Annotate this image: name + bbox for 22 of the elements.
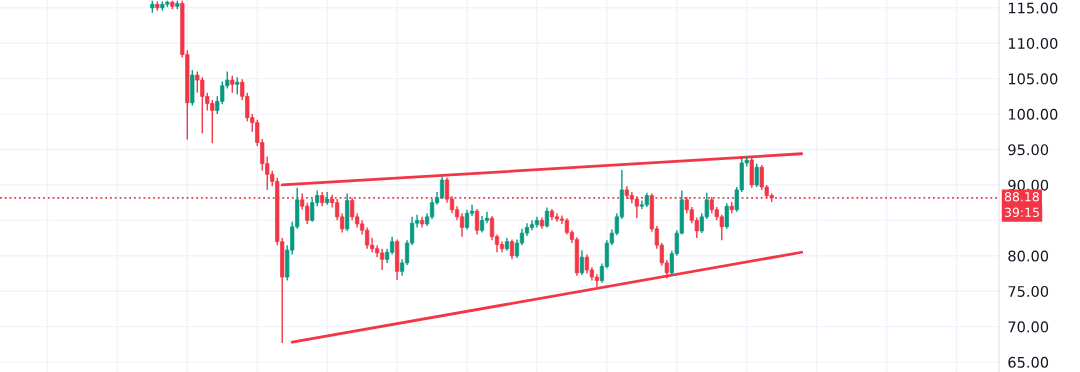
- candlestick: [464, 209, 470, 231]
- y-tick-label: 105.00: [1008, 73, 1058, 85]
- ref-line-label: 88.18: [1004, 192, 1039, 202]
- candlestick: [509, 238, 515, 261]
- candlestick: [754, 162, 759, 188]
- candlestick: [459, 212, 465, 238]
- y-tick-label: 90.00: [1008, 179, 1049, 191]
- candlestick: [474, 208, 480, 236]
- text: 39:15: [1004, 207, 1039, 218]
- candlestick: [489, 215, 495, 241]
- y-tick-label: 65.00: [1008, 356, 1049, 368]
- candlestick: [439, 175, 445, 200]
- y-tick-label: 75.00: [1008, 285, 1049, 297]
- y-tick-label: 70.00: [1008, 321, 1049, 333]
- candlestick: [584, 253, 590, 275]
- y-tick-label: 95.00: [1008, 144, 1049, 156]
- y-tick-label: 100.00: [1008, 108, 1058, 120]
- y-tick-label: 115.00: [1008, 2, 1058, 14]
- candlestick: [579, 249, 585, 276]
- y-tick-label: 110.00: [1008, 37, 1058, 49]
- candlestick: [724, 202, 729, 230]
- y-tick-label: 80.00: [1008, 250, 1049, 262]
